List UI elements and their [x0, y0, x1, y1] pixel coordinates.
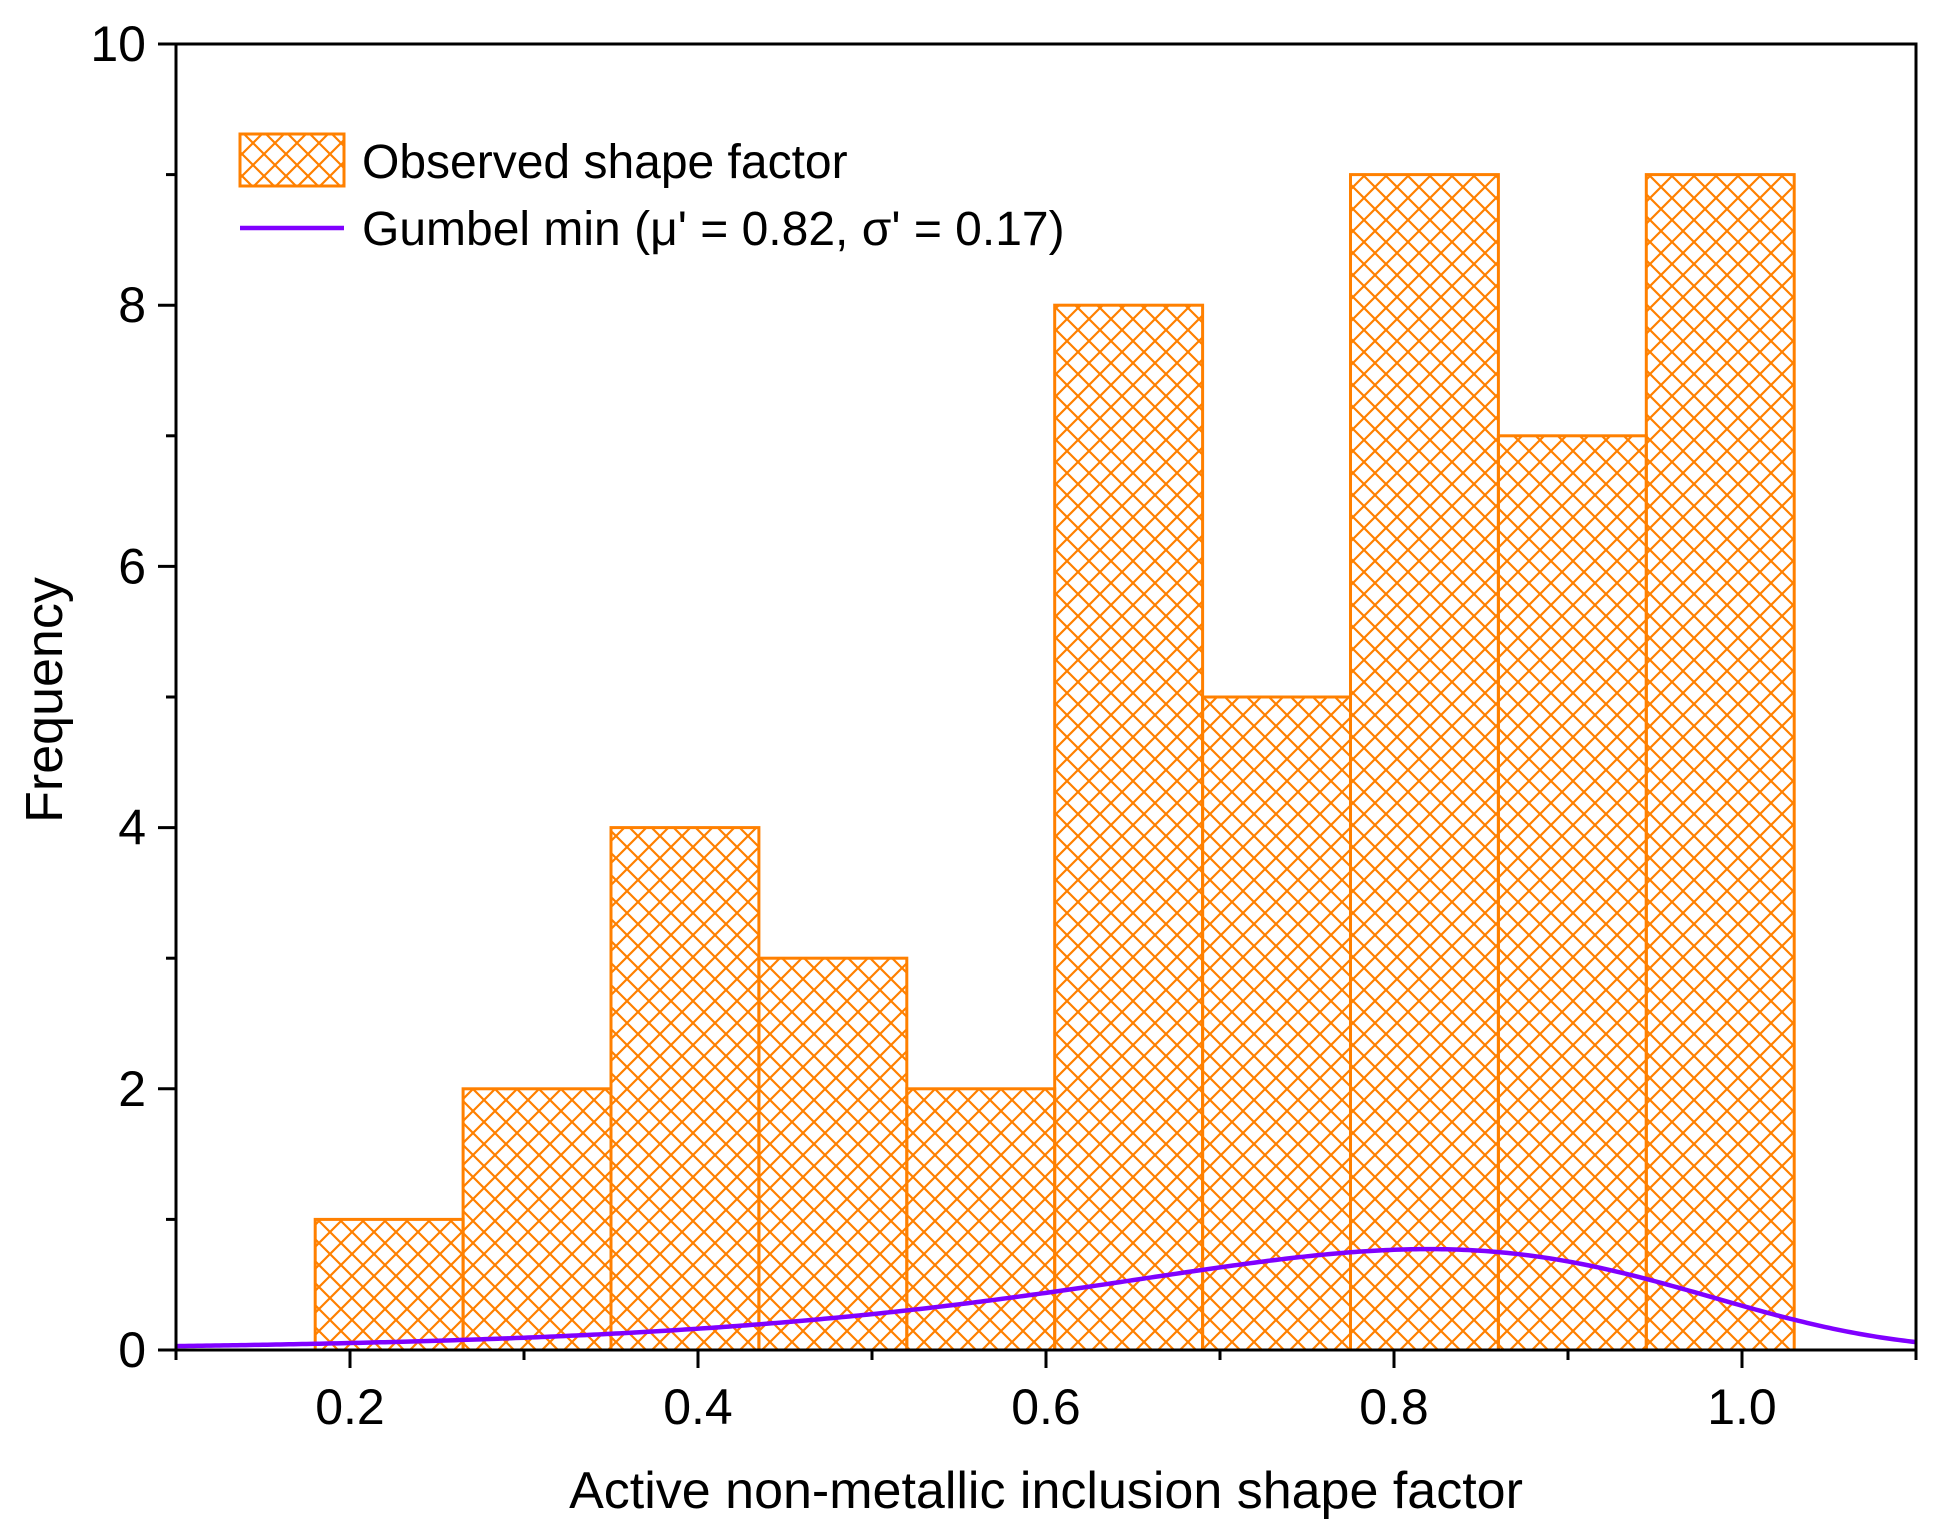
legend-label-observed: Observed shape factor — [362, 136, 848, 189]
histogram-bar — [1053, 303, 1205, 1352]
y-tick-label: 4 — [118, 800, 146, 856]
legend-label-gumbel: Gumbel min (μ' = 0.82, σ' = 0.17) — [362, 203, 1065, 256]
x-axis-title: Active non-metallic inclusion shape fact… — [569, 1462, 1523, 1520]
x-tick-label: 1.0 — [1707, 1379, 1777, 1435]
y-tick-label: 10 — [90, 16, 146, 72]
y-tick-labels: 0 2 4 6 8 10 — [90, 16, 146, 1378]
x-tick-label: 0.2 — [315, 1379, 385, 1435]
y-tick-label: 8 — [118, 277, 146, 333]
x-tick-label: 0.8 — [1359, 1379, 1429, 1435]
histogram-bar — [757, 956, 909, 1352]
legend: Observed shape factor Gumbel min (μ' = 0… — [238, 132, 1065, 256]
y-tick-label: 6 — [118, 538, 146, 594]
histogram-bar — [1349, 173, 1500, 1352]
y-tick-label: 0 — [118, 1322, 146, 1378]
x-tick-label: 0.6 — [1011, 1379, 1081, 1435]
x-tick-label: 0.4 — [663, 1379, 733, 1435]
gumbel-curve — [175, 1246, 1917, 1349]
histogram-bar — [905, 1087, 1057, 1352]
y-axis-title: Frequency — [16, 577, 74, 823]
histogram-bar — [461, 1087, 613, 1352]
histogram-bar — [1644, 173, 1796, 1352]
histogram-bars — [313, 173, 1796, 1352]
axes — [158, 42, 1918, 1368]
histogram-bar — [609, 826, 761, 1352]
histogram-bar — [1201, 695, 1352, 1352]
histogram-bar — [1496, 434, 1648, 1352]
x-tick-labels: 0.2 0.4 0.6 0.8 1.0 — [315, 1379, 1777, 1435]
legend-swatch-bar — [238, 132, 346, 188]
histogram-bar — [313, 1217, 465, 1352]
y-tick-label: 2 — [118, 1061, 146, 1117]
